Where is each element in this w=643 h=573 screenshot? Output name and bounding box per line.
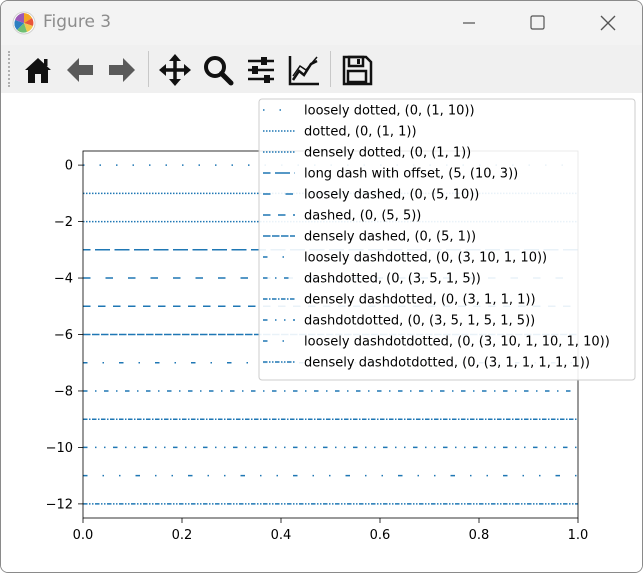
legend-entry-label: dashed, (0, (5, 5)) (304, 209, 421, 224)
matplotlib-logo-icon (12, 11, 36, 35)
legend-entry-label: loosely dashed, (0, (5, 10)) (304, 188, 479, 203)
maximize-icon (530, 15, 545, 30)
y-tick-label: −8 (54, 384, 73, 399)
close-icon (600, 15, 616, 31)
legend-entry-label: densely dashdotted, (0, (3, 1, 1, 1)) (304, 293, 536, 308)
y-tick-label: −2 (54, 215, 73, 230)
legend-entry-label: dashdotted, (0, (3, 5, 1, 5)) (304, 272, 481, 287)
minimize-icon (463, 22, 475, 24)
close-button[interactable] (587, 7, 627, 39)
legend-entry-label: densely dashed, (0, (5, 1)) (304, 230, 476, 245)
x-tick-label: 0.0 (73, 528, 94, 543)
forward-icon (109, 58, 135, 82)
y-tick-label: −4 (54, 272, 73, 287)
legend-entry-label: densely dashdotdotted, (0, (3, 1, 1, 1, … (304, 356, 590, 371)
save-button[interactable] (337, 51, 377, 89)
y-tick-label: −12 (46, 497, 73, 512)
legend-entry-label: loosely dotted, (0, (1, 10)) (304, 104, 475, 119)
window-title: Figure 3 (43, 12, 112, 32)
y-tick-label: −6 (54, 328, 73, 343)
home-button[interactable] (18, 51, 58, 89)
back-button[interactable] (60, 51, 100, 89)
legend-box (258, 98, 636, 381)
figure-canvas[interactable]: 0 −2 −4 −6 −8 −10 −12 0.0 0.2 0.4 0.6 0.8 1.0 loosel… (1, 93, 642, 572)
line-style-chart: 0 −2 −4 −6 −8 −10 −12 0.0 0.2 0.4 0.6 0.8 1.0 loosel… (46, 98, 636, 543)
minimize-button[interactable] (449, 7, 489, 39)
forward-button[interactable] (102, 51, 142, 89)
x-tick-label: 1.0 (568, 528, 589, 543)
x-tick-label: 0.8 (469, 528, 490, 543)
legend[interactable]: loosely dotted, (0, (1, 10)) dotted, (0, … (258, 98, 636, 381)
legend-entry-label: densely dotted, (0, (1, 1)) (304, 146, 471, 161)
legend-entry-label: dashdotdotted, (0, (3, 5, 1, 5, 1, 5)) (304, 314, 535, 329)
x-tick-label: 0.4 (271, 528, 292, 543)
navigation-toolbar (1, 45, 642, 94)
subplots-icon (248, 57, 274, 83)
legend-entry-label: long dash with offset, (5, (10, 3)) (304, 167, 518, 182)
toolbar-separator (330, 51, 331, 87)
legend-entry-label: dotted, (0, (1, 1)) (304, 125, 417, 140)
x-tick-label: 0.6 (370, 528, 391, 543)
save-icon (342, 55, 373, 86)
zoom-button[interactable] (198, 51, 238, 89)
back-icon (67, 58, 93, 82)
subplots-button[interactable] (241, 51, 281, 89)
x-tick-label: 0.2 (172, 528, 193, 543)
y-tick-label: 0 (65, 159, 73, 174)
legend-entry-label: loosely dashdotted, (0, (3, 10, 1, 10)) (304, 251, 547, 266)
customize-icon (288, 56, 319, 86)
pan-icon (159, 54, 191, 86)
home-icon (25, 58, 51, 83)
legend-entry-label: loosely dashdotdotted, (0, (3, 10, 1, 10… (304, 335, 610, 350)
y-tick-label: −10 (46, 441, 73, 456)
zoom-icon (204, 56, 234, 86)
title-bar[interactable]: Figure 3 (1, 1, 642, 45)
toolbar-grip[interactable] (8, 51, 14, 87)
pan-button[interactable] (155, 51, 195, 89)
toolbar-separator (148, 51, 149, 87)
maximize-button[interactable] (517, 7, 557, 39)
customize-button[interactable] (284, 51, 324, 89)
